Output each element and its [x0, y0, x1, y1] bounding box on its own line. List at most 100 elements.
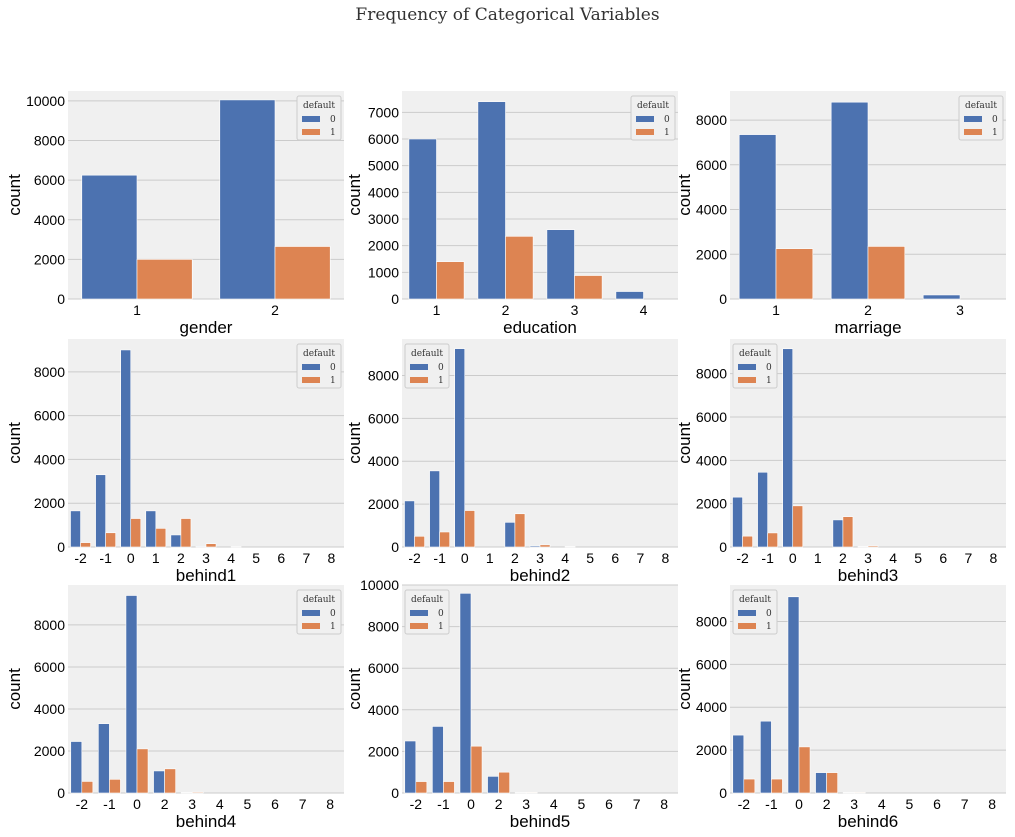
bar-education-1-default-1	[436, 261, 465, 300]
legend-swatch-0	[410, 364, 428, 370]
bar-behind1-1-default-1	[155, 528, 167, 548]
x-tick-label: 2	[511, 550, 519, 566]
y-axis-label: count	[675, 174, 694, 216]
x-tick-label: 2	[864, 302, 872, 318]
x-tick-label: 3	[188, 796, 196, 812]
y-tick-label: 4000	[696, 202, 727, 218]
legend-title: default	[411, 595, 443, 605]
subplot-gender: 0 2000 4000 6000 8000 10000 1 2 gender count defau…	[5, 91, 344, 337]
bar-behind4-0-default-1	[136, 748, 149, 794]
legend-swatch-1	[738, 377, 756, 383]
x-tick-label: 1	[814, 550, 822, 566]
bar-behind2--2-default-1	[414, 535, 425, 548]
bar-behind4--1-default-0	[98, 723, 110, 794]
legend-swatch-0	[410, 610, 428, 616]
x-tick-label: 6	[277, 550, 285, 566]
x-tick-label: -1	[99, 550, 112, 566]
legend-label-1: 1	[766, 376, 772, 386]
y-tick-label: 4000	[368, 453, 399, 469]
legend: default 0 1	[404, 589, 450, 635]
y-tick-label: 0	[719, 785, 727, 801]
x-axis-label: gender	[180, 318, 233, 337]
legend-label-0: 0	[438, 609, 444, 619]
subplot-marriage: 0 2000 4000 6000 8000 1 2 3 marriage count default…	[675, 91, 1006, 337]
legend-label-1: 1	[766, 622, 772, 632]
x-tick-label: 8	[328, 550, 336, 566]
legend-swatch-1	[302, 623, 320, 629]
legend-label-1: 1	[330, 376, 336, 386]
bar-behind4--2-default-1	[81, 781, 94, 794]
bar-behind1-2-default-1	[180, 518, 192, 548]
x-tick-label: -2	[74, 550, 87, 566]
bar-gender-1-default-1	[136, 259, 193, 300]
legend-label-0: 0	[330, 115, 336, 125]
legend-swatch-1	[410, 377, 428, 383]
legend-swatch-0	[302, 610, 320, 616]
legend-swatch-1	[738, 623, 756, 629]
y-tick-label: 10000	[26, 93, 65, 109]
x-tick-label: 8	[988, 796, 996, 812]
x-tick-label: 4	[216, 796, 224, 812]
x-tick-label: 1	[433, 302, 441, 318]
bar-marriage-1-default-1	[775, 248, 814, 300]
x-axis-label: behind2	[510, 566, 571, 585]
subplot-education: 0 1000 2000 3000 4000 5000 6000 7000 1 2 3 4 educati…	[345, 91, 678, 337]
x-tick-label: 6	[271, 796, 279, 812]
bar-gender-1-default-0	[81, 174, 138, 300]
y-axis-label: count	[345, 668, 364, 710]
x-tick-label: -1	[765, 796, 778, 812]
legend-label-0: 0	[766, 609, 772, 619]
y-tick-label: 4000	[34, 701, 65, 717]
x-axis-label: marriage	[834, 318, 901, 337]
y-axis-label: count	[5, 174, 24, 216]
figure-title: Frequency of Categorical Variables	[355, 5, 660, 25]
x-tick-label: 3	[864, 550, 872, 566]
x-tick-label: 4	[227, 550, 235, 566]
bar-behind5-0-default-0	[459, 593, 472, 794]
bar-gender-2-default-0	[219, 99, 276, 300]
x-tick-label: 1	[486, 550, 494, 566]
y-tick-label: 0	[391, 291, 399, 307]
bar-behind1-2-default-0	[170, 534, 182, 548]
y-tick-label: 6000	[34, 172, 65, 188]
legend-label-1: 1	[992, 128, 998, 138]
legend-label-0: 0	[330, 363, 336, 373]
y-tick-label: 0	[57, 539, 65, 555]
legend-label-0: 0	[330, 609, 336, 619]
subplot-behind5: 0 2000 4000 6000 8000 10000 -2 -1 0 2 3 4 5 6 7 8 behind…	[345, 577, 678, 831]
y-axis-label: count	[675, 668, 694, 710]
bar-behind3--1-default-1	[767, 532, 778, 548]
x-tick-label: 2	[495, 796, 503, 812]
bar-behind5--1-default-0	[432, 726, 444, 794]
y-tick-label: 8000	[34, 133, 65, 149]
bar-behind1-3-default-1	[205, 543, 217, 548]
bar-behind5--2-default-1	[415, 781, 428, 794]
bar-education-3-default-0	[546, 229, 575, 300]
bar-marriage-2-default-1	[867, 246, 906, 300]
x-tick-label: 2	[271, 302, 279, 318]
y-axis-label: count	[5, 422, 24, 464]
x-tick-label: 0	[133, 796, 141, 812]
x-tick-label: 7	[961, 796, 969, 812]
legend: default 0 1	[958, 95, 1004, 141]
bar-behind6-2-default-1	[826, 772, 838, 794]
x-tick-label: 2	[823, 796, 831, 812]
legend-label-0: 0	[438, 363, 444, 373]
legend-swatch-0	[964, 116, 982, 122]
bar-education-2-default-1	[505, 236, 534, 300]
bar-behind4-2-default-0	[153, 770, 165, 794]
y-tick-label: 8000	[696, 366, 727, 382]
x-tick-label: 2	[839, 550, 847, 566]
x-tick-label: 6	[939, 550, 947, 566]
y-tick-label: 6000	[696, 656, 727, 672]
y-tick-label: 2000	[34, 495, 65, 511]
bar-behind4-3-default-1	[191, 791, 204, 794]
x-axis-label: behind1	[176, 566, 237, 585]
y-tick-label: 4000	[34, 212, 65, 228]
y-tick-label: 0	[391, 539, 399, 555]
bar-behind5-2-default-0	[487, 776, 499, 794]
bar-behind6-0-default-0	[787, 596, 800, 794]
y-tick-label: 2000	[696, 742, 727, 758]
